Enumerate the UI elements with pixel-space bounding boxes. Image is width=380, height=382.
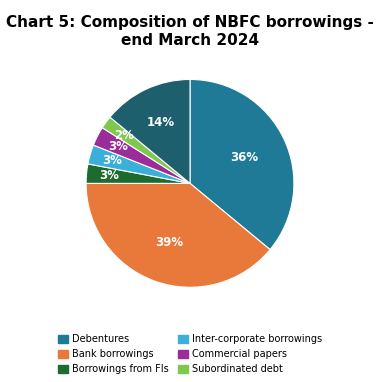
- Wedge shape: [93, 128, 190, 183]
- Legend: Debentures, Bank borrowings, Borrowings from FIs, Inter-corporate borrowings, Co: Debentures, Bank borrowings, Borrowings …: [55, 332, 325, 377]
- Wedge shape: [86, 164, 190, 183]
- Text: 39%: 39%: [155, 236, 183, 249]
- Text: 3%: 3%: [102, 154, 122, 167]
- Wedge shape: [190, 79, 294, 249]
- Text: Chart 5: Composition of NBFC borrowings -
end March 2024: Chart 5: Composition of NBFC borrowings …: [6, 15, 374, 48]
- Text: 2%: 2%: [114, 129, 135, 142]
- Wedge shape: [86, 183, 270, 287]
- Text: 3%: 3%: [108, 140, 128, 153]
- Wedge shape: [102, 117, 190, 183]
- Wedge shape: [110, 79, 190, 183]
- Wedge shape: [88, 145, 190, 183]
- Text: 14%: 14%: [147, 116, 175, 129]
- Text: 36%: 36%: [230, 151, 259, 164]
- Text: 3%: 3%: [100, 169, 119, 182]
